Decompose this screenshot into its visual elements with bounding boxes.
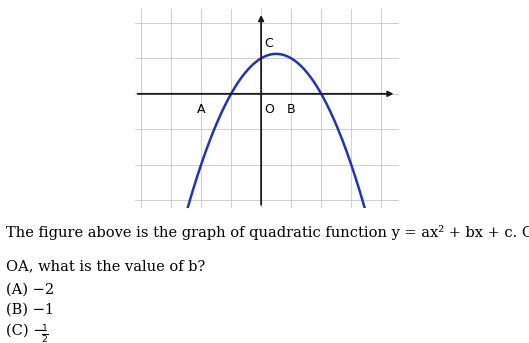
- Text: (C) −: (C) −: [6, 324, 46, 338]
- Text: (B) −1: (B) −1: [6, 303, 54, 317]
- Text: O: O: [264, 103, 275, 116]
- Text: A: A: [197, 103, 205, 116]
- Text: C: C: [264, 37, 273, 50]
- Text: The figure above is the graph of quadratic function y = ax² + bx + c. OB = OC = : The figure above is the graph of quadrat…: [6, 225, 529, 240]
- Text: B: B: [287, 103, 296, 116]
- Text: OA, what is the value of b?: OA, what is the value of b?: [6, 259, 206, 273]
- Text: $\mathregular{\frac{1}{2}}$: $\mathregular{\frac{1}{2}}$: [41, 324, 49, 343]
- Text: (A) −2: (A) −2: [6, 283, 54, 297]
